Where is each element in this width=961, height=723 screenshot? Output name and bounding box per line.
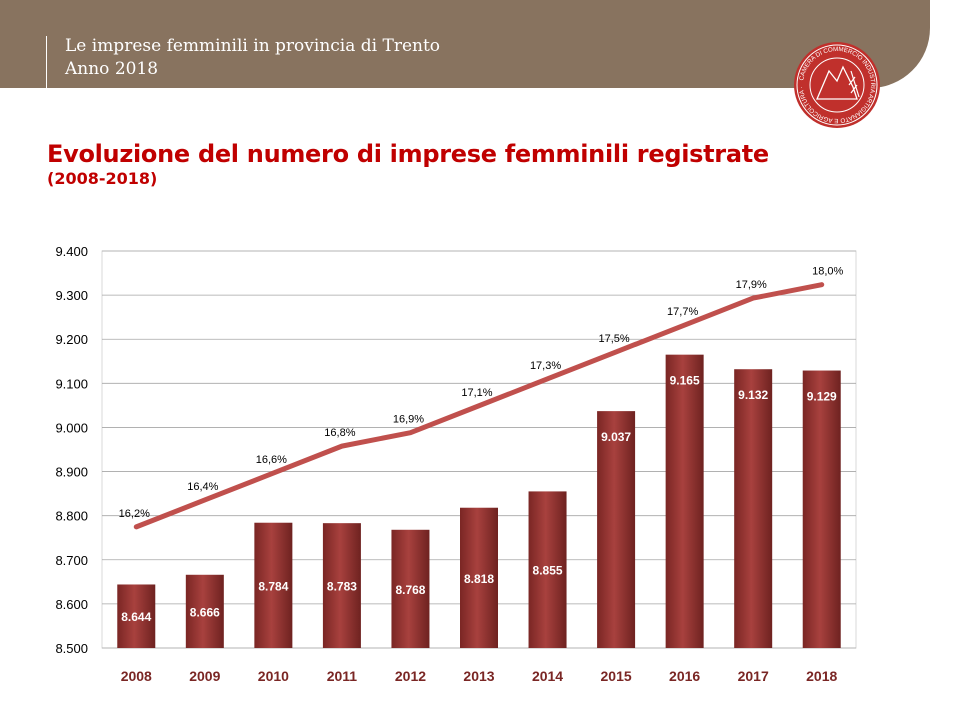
header-band: Le imprese femminili in provincia di Tre… [0, 0, 930, 88]
line-value-label: 17,7% [667, 306, 698, 318]
bar [597, 411, 636, 648]
y-tick-label: 9.100 [55, 376, 88, 391]
bar [322, 523, 361, 648]
bar-value-label: 9.132 [738, 388, 768, 402]
x-tick-label: 2011 [327, 668, 358, 684]
x-tick-label: 2012 [395, 668, 426, 684]
y-tick-label: 9.400 [55, 244, 88, 259]
line-value-label: 17,9% [736, 279, 767, 291]
line-value-label: 17,5% [598, 333, 629, 345]
bar-value-label: 8.666 [190, 605, 220, 619]
bar [117, 584, 156, 648]
y-tick-label: 9.300 [55, 288, 88, 303]
header-title: Le imprese femminili in provincia di Tre… [65, 36, 441, 56]
line-value-label: 16,4% [187, 481, 218, 493]
share-line [133, 282, 825, 530]
x-tick-label: 2016 [669, 668, 700, 684]
bar [391, 529, 430, 648]
y-tick-label: 9.200 [55, 332, 88, 347]
bar-value-label: 8.784 [258, 579, 288, 593]
bar [185, 574, 224, 648]
chamber-of-commerce-logo: CAMERA DI COMMERCIO INDUSTRIA ARTIGIANAT… [793, 41, 880, 128]
line-value-label: 16,9% [393, 414, 424, 426]
x-tick-label: 2015 [601, 668, 632, 684]
y-tick-label: 8.800 [55, 509, 88, 524]
bar [665, 354, 704, 648]
bar-value-label: 9.037 [601, 430, 631, 444]
line-value-label: 16,8% [324, 427, 355, 439]
x-tick-label: 2013 [463, 668, 494, 684]
x-tick-label: 2009 [189, 668, 220, 684]
bar-value-label: 9.165 [670, 374, 700, 388]
bar-value-label: 8.768 [395, 583, 425, 597]
y-tick-label: 8.600 [55, 597, 88, 612]
x-tick-label: 2014 [532, 668, 563, 684]
chart-title: Evoluzione del numero di imprese femmini… [47, 140, 769, 168]
line-value-label: 17,3% [530, 360, 561, 372]
chart: 8.500 8.600 8.700 8.800 8.900 9.000 9.100 9.200… [55, 244, 857, 684]
header-divider [46, 36, 47, 88]
x-tick-label: 2017 [738, 668, 769, 684]
bar-value-label: 8.818 [464, 572, 494, 586]
y-tick-label: 9.000 [55, 420, 88, 435]
y-tick-label: 8.700 [55, 553, 88, 568]
bar-value-label: 8.783 [327, 580, 357, 594]
header-year: Anno 2018 [65, 59, 159, 79]
x-tick-label: 2010 [258, 668, 289, 684]
bar-value-label: 9.129 [807, 390, 837, 404]
bar-value-label: 8.644 [121, 610, 151, 624]
y-tick-label: 8.900 [55, 465, 88, 480]
y-tick-label: 8.500 [55, 641, 88, 656]
x-tick-label: 2008 [121, 668, 152, 684]
chart-subtitle: (2008-2018) [47, 169, 158, 188]
line-value-label: 16,2% [119, 508, 150, 520]
line-value-label: 17,1% [461, 387, 492, 399]
line-value-label: 16,6% [256, 454, 287, 466]
bar-value-label: 8.855 [533, 564, 563, 578]
bar [528, 491, 567, 648]
bar [802, 370, 841, 648]
x-tick-label: 2018 [806, 668, 837, 684]
bar [734, 369, 773, 648]
bar [254, 522, 293, 648]
line-value-label: 18,0% [812, 266, 843, 278]
bar [460, 507, 498, 648]
